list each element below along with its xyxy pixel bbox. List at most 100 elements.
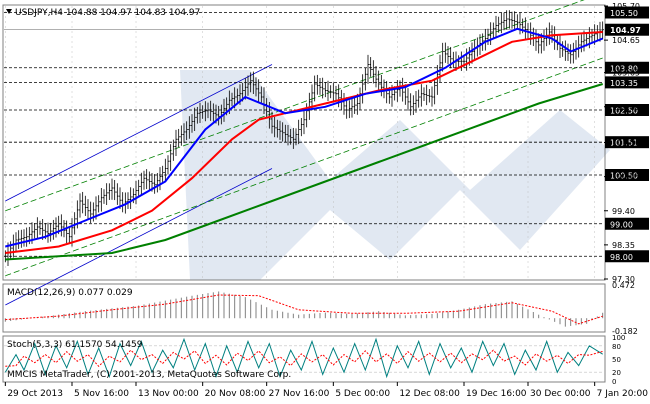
header-info: USDJPY,H4 104.88 104.97 104.83 104.97 [6, 8, 200, 18]
price-bar [510, 11, 514, 29]
price-bar [38, 220, 42, 235]
price-bar [572, 42, 575, 64]
price-bar [516, 14, 519, 30]
price-bar [246, 75, 250, 96]
price-bar [494, 15, 498, 39]
price-bar [281, 122, 284, 142]
price-bar [374, 65, 378, 88]
price-bar [22, 229, 26, 247]
price-bar [548, 22, 551, 45]
price-bar [137, 179, 140, 197]
price-bar [433, 78, 436, 105]
price-bar [129, 187, 132, 210]
price-bar [17, 230, 20, 249]
price-axis: 97.3098.3599.40100.45101.50102.60103.651… [604, 2, 640, 284]
price-bar [564, 40, 567, 61]
time-tick-label: 13 Nov 00:00 [138, 389, 199, 399]
price-bar [196, 106, 199, 124]
price-bar [102, 189, 106, 204]
price-bar [278, 120, 282, 140]
symbol-info: USDJPY,H4 104.88 104.97 104.83 104.97 [15, 8, 200, 18]
price-bar [297, 119, 300, 145]
price-bar [446, 46, 450, 65]
price-bar [108, 183, 111, 200]
price-bar [300, 117, 303, 137]
price-tick-label: 104.65 [612, 36, 640, 45]
blue-channel-line [5, 168, 273, 306]
price-bar [276, 119, 279, 138]
price-bars [4, 10, 604, 266]
price-bar [212, 103, 215, 122]
price-tick-label: 103.65 [612, 69, 640, 78]
price-bar [174, 129, 178, 156]
price-bar [409, 93, 412, 116]
price-bar [452, 51, 455, 69]
price-bar [177, 128, 180, 148]
price-bar [284, 124, 287, 143]
price-bar [332, 82, 335, 103]
price-bar [185, 121, 188, 141]
price-bar [436, 64, 439, 95]
price-bar [201, 105, 204, 119]
price-bar [580, 34, 583, 53]
macd-panel-frame [2, 283, 606, 333]
green-channel-line [5, 0, 585, 212]
level-label-box [605, 169, 649, 181]
price-bar [116, 183, 119, 205]
price-bar [430, 86, 434, 107]
price-bar [134, 180, 138, 205]
price-bar [49, 222, 52, 242]
price-bar [145, 169, 148, 190]
price-bar [68, 227, 71, 243]
price-bar [508, 10, 511, 29]
level-label: 103.80 [610, 64, 638, 73]
price-bar [569, 44, 572, 64]
stoch-main-line [4, 337, 603, 379]
time-tick-label: 7 Jan 20:00 [597, 389, 649, 399]
price-bar [41, 218, 44, 240]
price-bar [412, 95, 415, 115]
time-tick-label: 27 Nov 16:00 [269, 389, 330, 399]
stoch-tick-label: 100 [612, 334, 625, 342]
price-bar [25, 227, 28, 247]
level-label: 105.50 [610, 9, 638, 18]
price-bar [92, 202, 95, 222]
ma-fast-line [5, 27, 604, 248]
price-bar [326, 80, 330, 102]
price-bar [193, 107, 196, 132]
price-bar [206, 102, 210, 119]
price-bar [465, 48, 468, 71]
price-bar [460, 51, 463, 71]
price-bar [81, 191, 84, 214]
price-bar [518, 12, 522, 35]
price-bar [105, 183, 108, 205]
moving-averages [5, 27, 604, 261]
price-bar [182, 123, 186, 144]
price-bar [318, 78, 322, 95]
macd-signal-line [5, 294, 603, 325]
current-price-label: 104.97 [610, 26, 641, 35]
stoch-title: Stoch(5,3,3) 61.1570 54.1459 [7, 340, 143, 350]
price-bar [358, 87, 362, 110]
price-bar [489, 22, 492, 45]
time-tick-label: 30 Dec 00:00 [530, 389, 591, 399]
price-bar [329, 85, 332, 99]
stoch-tick-label: 50 [612, 356, 621, 364]
price-bar [164, 158, 167, 183]
price-bar [230, 92, 234, 107]
macd-indicator: 0.472 -0.182 [4, 281, 638, 336]
price-bar [20, 229, 23, 248]
price-bar [156, 173, 159, 193]
level-label: 101.51 [610, 139, 638, 148]
price-bar [353, 97, 356, 114]
price-bar [444, 42, 447, 63]
stoch-signal-line [5, 349, 603, 368]
price-bar [142, 170, 146, 190]
price-bar [542, 29, 546, 51]
price-bar [84, 195, 87, 216]
price-bar [441, 42, 444, 72]
price-bar [73, 212, 76, 235]
price-bar [334, 85, 338, 101]
